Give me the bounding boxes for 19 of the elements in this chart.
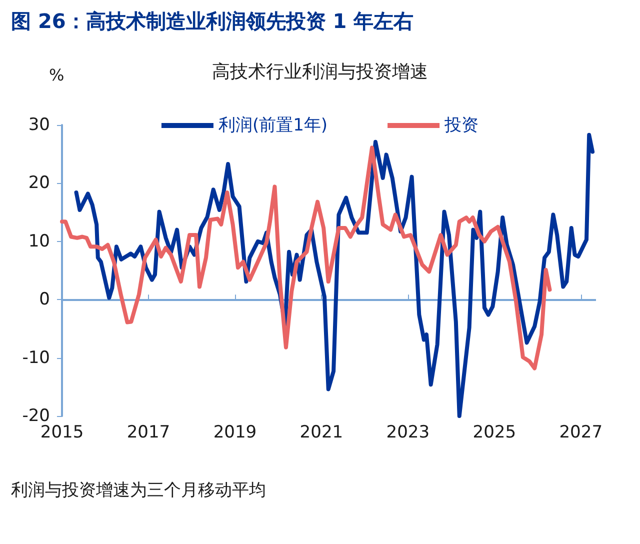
line-series: [60, 146, 552, 370]
chart-subtitle: 高技术行业利润与投资增速: [212, 62, 428, 82]
x-tick-label: 2021: [300, 422, 344, 442]
y-axis-title: %: [49, 66, 64, 84]
x-tick-label: 2019: [213, 422, 257, 442]
y-tick-label: 0: [39, 290, 50, 310]
chart-title: 图 26：高技术制造业利润领先投资 1 年左右: [11, 9, 414, 33]
x-tick-label: 2023: [386, 422, 430, 442]
y-tick-label: -10: [22, 348, 50, 368]
legend-label: 投资: [444, 116, 479, 136]
legend-label: 利润(前置1年): [218, 116, 328, 136]
y-tick-label: 30: [28, 115, 50, 135]
y-tick-label: 20: [28, 173, 50, 194]
x-tick-label: 2017: [126, 422, 170, 442]
x-tick-label: 2025: [472, 422, 516, 442]
text: 利润与投资增速为三个月移动平均: [11, 480, 266, 500]
x-tick-label: 2027: [559, 422, 602, 442]
y-tick-label: 10: [28, 231, 50, 252]
line-series: [74, 132, 595, 418]
